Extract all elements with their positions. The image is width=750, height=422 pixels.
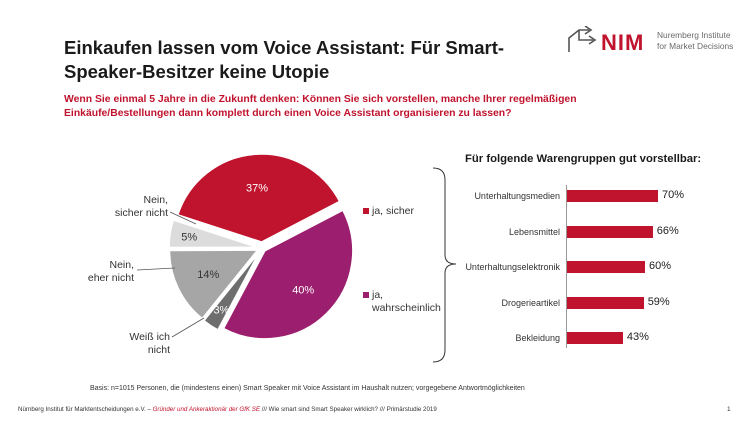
bar-value-label: 43%: [626, 331, 649, 343]
pie-label-nein-eher: Nein, eher nicht: [87, 259, 134, 284]
footer-study-title: Wie smart sind Smart Speaker wirklich?: [268, 406, 378, 413]
pie-leader-line: [171, 317, 205, 338]
bar-category-label: Unterhaltungselektronik: [465, 262, 560, 272]
pie-slice: [168, 249, 260, 320]
logo-sub-line1: Nuremberg Institute: [657, 30, 731, 40]
bar: [567, 296, 644, 309]
footer-org: Nürnberg Institut für Marktentscheidunge…: [18, 406, 153, 413]
footer-gfk: Gründer und Ankeraktionär der GfK SE: [152, 406, 261, 413]
bar-value-label: 59%: [647, 295, 670, 308]
footer-sep: ///: [260, 406, 269, 413]
nim-logo-text: NIM: [601, 30, 645, 55]
bar-value-label: 70%: [662, 189, 685, 201]
bar: [567, 190, 658, 202]
legend-ja-wahrscheinlich: ja, wahrscheinlich: [372, 289, 441, 314]
pie-label-weiss: Weiß ich nicht: [129, 331, 170, 356]
pie-label-nein-sicher: Nein, sicher nicht: [114, 194, 168, 219]
bar-value-label: 66%: [656, 224, 679, 237]
bar-value-label: 60%: [649, 260, 672, 272]
bar-category-label: Lebensmittel: [508, 226, 560, 237]
footer: Nürnberg Institut für Marktentscheidunge…: [18, 406, 437, 413]
pie-value-label: 14%: [197, 269, 219, 281]
page-number: 1: [727, 406, 731, 413]
pie-slice: [168, 219, 258, 249]
basis-note: Basis: n=1015 Personen, die (mindestens …: [90, 385, 525, 392]
pie-value-label: 5%: [181, 232, 197, 244]
nim-logo-subtitle: Nuremberg Institute for Market Decisions: [657, 30, 741, 52]
pie-slice: [176, 153, 341, 243]
legend-swatch-ja-wahrscheinlich: [363, 292, 369, 298]
bar-category-label: Drogerieartikel: [501, 297, 560, 308]
legend-ja-sicher: ja, sicher: [372, 205, 415, 217]
page-title: Einkaufen lassen vom Voice Assistant: Fü…: [64, 37, 505, 82]
bar: [567, 261, 645, 273]
survey-question: Wenn Sie einmal 5 Jahre in die Zukunft d…: [64, 94, 577, 119]
bar: [567, 225, 653, 238]
pie-leader-line: [169, 211, 197, 225]
pie-value-label: 40%: [292, 285, 314, 297]
legend-swatch-ja-sicher: [363, 208, 369, 214]
bars-title: Für folgende Warengruppen gut vorstellba…: [465, 153, 702, 165]
nim-logo-icon: [568, 26, 597, 52]
bar-category-label: Unterhaltungsmedien: [474, 191, 560, 201]
pie-leader-line: [136, 267, 176, 271]
bar-axis: [566, 185, 567, 348]
pie-slice: [202, 251, 260, 331]
logo-sub-line2: for Market Decisions: [657, 41, 734, 51]
footer-sep: ///: [377, 406, 387, 413]
bar: [567, 332, 623, 344]
pie-value-label: 3%: [213, 304, 229, 316]
nim-logo: NIM Nuremberg Institute for Market Decis…: [565, 26, 735, 58]
footer-study-type: Primärstudie 2019: [386, 406, 437, 413]
pie-value-label: 37%: [246, 183, 268, 195]
pie-slice: [222, 209, 354, 340]
bar-category-label: Bekleidung: [515, 333, 560, 343]
